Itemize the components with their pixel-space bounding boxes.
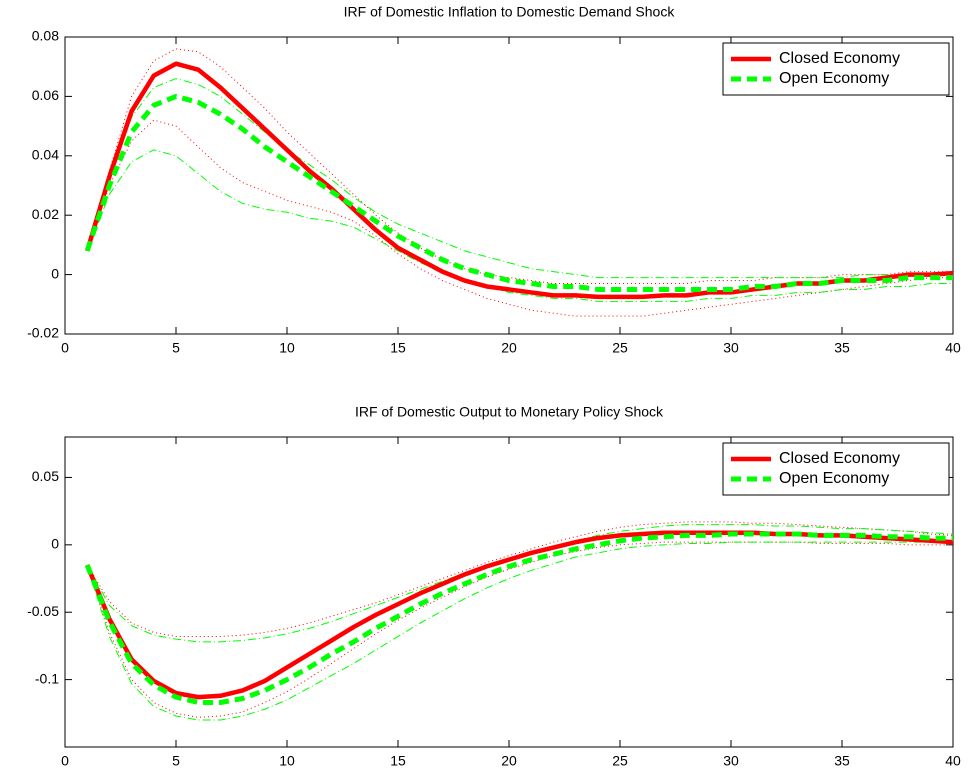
x-tick-label: 25 bbox=[612, 340, 628, 356]
legend-label: Closed Economy bbox=[779, 450, 900, 467]
y-tick-label: 0.04 bbox=[32, 147, 59, 163]
legend-box bbox=[722, 42, 950, 96]
x-tick-label: 20 bbox=[501, 753, 517, 769]
x-tick-label: 40 bbox=[945, 340, 961, 356]
x-tick-label: 30 bbox=[723, 340, 739, 356]
series-line bbox=[84, 531, 953, 706]
y-tick-label: -0.05 bbox=[27, 603, 59, 619]
x-tick-label: 25 bbox=[612, 753, 628, 769]
chart-title: IRF of Domestic Inflation to Domestic De… bbox=[344, 4, 676, 20]
x-tick-label: 10 bbox=[279, 753, 295, 769]
x-tick-label: 15 bbox=[390, 340, 406, 356]
series-line bbox=[86, 541, 953, 721]
legend-label: Closed Economy bbox=[779, 50, 900, 67]
x-tick-label: 5 bbox=[172, 753, 180, 769]
series-line bbox=[84, 93, 953, 292]
legend-box bbox=[722, 442, 950, 496]
series-line bbox=[86, 149, 953, 302]
y-tick-label: 0.06 bbox=[32, 87, 59, 103]
x-tick-label: 5 bbox=[172, 340, 180, 356]
x-tick-label: 15 bbox=[390, 753, 406, 769]
series-line bbox=[86, 541, 953, 718]
y-tick-label: -0.1 bbox=[35, 670, 59, 686]
x-tick-label: 40 bbox=[945, 753, 961, 769]
legend-label: Open Economy bbox=[779, 70, 889, 87]
x-tick-label: 0 bbox=[61, 753, 69, 769]
chart-title: IRF of Domestic Output to Monetary Polic… bbox=[355, 404, 664, 420]
x-tick-label: 20 bbox=[501, 340, 517, 356]
y-tick-label: -0.02 bbox=[27, 325, 59, 341]
x-tick-label: 0 bbox=[61, 340, 69, 356]
x-tick-label: 35 bbox=[834, 340, 850, 356]
x-tick-label: 10 bbox=[279, 340, 295, 356]
x-tick-label: 35 bbox=[834, 753, 850, 769]
x-tick-label: 30 bbox=[723, 753, 739, 769]
y-tick-label: 0.02 bbox=[32, 206, 59, 222]
y-tick-label: 0.08 bbox=[32, 28, 59, 44]
y-tick-label: 0 bbox=[51, 536, 59, 552]
series-line bbox=[86, 78, 953, 279]
legend-label: Open Economy bbox=[779, 470, 889, 487]
y-tick-label: 0 bbox=[51, 265, 59, 281]
series-line bbox=[86, 48, 953, 285]
y-tick-label: 0.05 bbox=[32, 468, 59, 484]
